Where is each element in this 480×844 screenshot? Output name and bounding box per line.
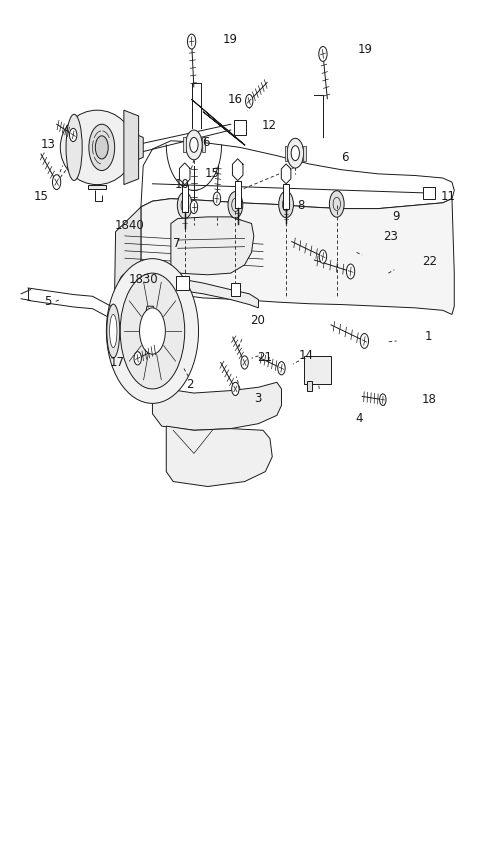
FancyBboxPatch shape [285,146,288,160]
Polygon shape [166,426,272,486]
Text: 17: 17 [110,356,125,369]
Polygon shape [134,275,258,308]
Text: 4: 4 [355,412,363,425]
Text: 1: 1 [424,330,432,344]
Ellipse shape [107,258,199,403]
FancyBboxPatch shape [231,283,240,296]
FancyBboxPatch shape [283,184,289,208]
Polygon shape [141,141,454,208]
Text: 10: 10 [175,178,190,191]
Circle shape [279,191,293,218]
Text: 2: 2 [186,378,194,392]
Circle shape [190,200,198,214]
Circle shape [118,273,136,306]
Text: 11: 11 [441,190,456,203]
Circle shape [213,192,221,205]
Text: 9: 9 [392,210,399,224]
Text: 20: 20 [251,314,265,327]
Polygon shape [232,159,243,181]
Circle shape [347,264,355,279]
Circle shape [319,46,327,62]
Circle shape [140,308,165,354]
Polygon shape [113,265,143,348]
FancyBboxPatch shape [183,138,186,153]
Text: 13: 13 [41,138,56,150]
Circle shape [52,175,61,190]
Circle shape [232,382,239,396]
Ellipse shape [109,315,117,348]
Circle shape [228,192,243,218]
FancyBboxPatch shape [234,120,246,135]
Text: 18: 18 [422,393,437,406]
Polygon shape [281,164,291,184]
Polygon shape [141,198,454,315]
Circle shape [291,146,300,160]
Polygon shape [88,185,107,189]
Text: 12: 12 [262,119,277,133]
Text: 19: 19 [223,33,238,46]
Text: 1830: 1830 [129,273,158,286]
Text: 15: 15 [205,167,220,181]
Circle shape [188,34,196,49]
Circle shape [89,124,115,170]
Text: 19: 19 [358,43,372,57]
Circle shape [70,128,77,142]
FancyBboxPatch shape [181,185,188,212]
FancyBboxPatch shape [303,146,306,160]
Text: 16: 16 [228,93,243,106]
Text: 14: 14 [299,349,314,362]
Text: 7: 7 [173,237,180,250]
Circle shape [120,273,185,389]
FancyBboxPatch shape [303,356,331,384]
FancyBboxPatch shape [307,381,312,391]
Polygon shape [145,306,155,322]
Text: 6: 6 [341,151,348,164]
Polygon shape [153,376,281,430]
Text: 6: 6 [203,136,210,149]
Polygon shape [171,217,254,275]
Text: 3: 3 [254,392,261,405]
FancyBboxPatch shape [235,181,241,208]
Circle shape [190,138,198,153]
Text: 1840: 1840 [115,219,144,232]
Text: 8: 8 [297,199,304,212]
Circle shape [241,356,248,369]
Circle shape [96,136,108,159]
Circle shape [186,130,202,160]
Circle shape [319,250,326,263]
Circle shape [278,361,285,375]
FancyBboxPatch shape [202,138,204,153]
Polygon shape [115,207,141,302]
Circle shape [380,394,386,405]
Text: 23: 23 [383,230,398,243]
Circle shape [360,333,369,349]
Polygon shape [132,133,143,162]
Text: 21: 21 [257,351,272,364]
Circle shape [134,352,142,365]
Text: 15: 15 [34,190,49,203]
Polygon shape [124,111,139,185]
Circle shape [287,138,303,168]
Ellipse shape [66,114,82,181]
Ellipse shape [107,304,120,358]
Circle shape [177,192,192,219]
Text: 22: 22 [422,255,437,268]
Polygon shape [180,163,190,185]
Text: 5: 5 [44,295,51,308]
Circle shape [329,191,344,217]
Ellipse shape [60,111,134,185]
Circle shape [246,95,253,108]
FancyBboxPatch shape [176,276,189,290]
FancyBboxPatch shape [423,187,435,198]
